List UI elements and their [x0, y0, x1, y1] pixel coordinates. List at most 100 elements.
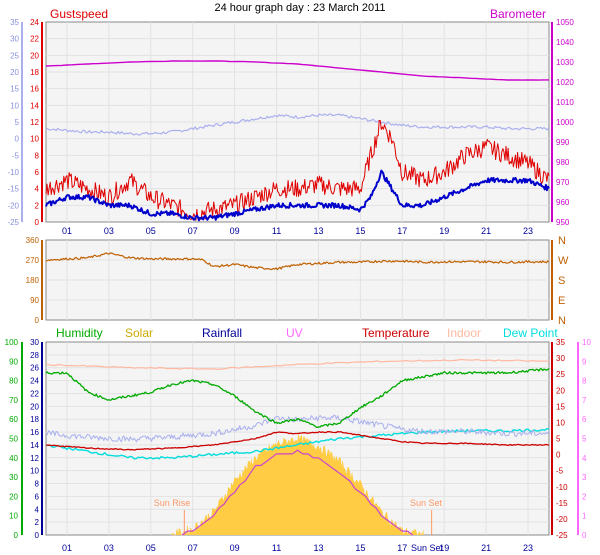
y-tick-label: 4 — [35, 185, 40, 194]
y-tick-label: 30 — [30, 338, 39, 347]
legend-item: Dew Point — [503, 326, 558, 340]
x-tick-label: 19 — [439, 226, 449, 236]
y-tick-label: 0 — [582, 531, 587, 540]
compass-label: N — [558, 235, 566, 247]
x-tick-label: 19 — [439, 543, 449, 553]
y-tick-label: -25 — [7, 218, 19, 227]
y-tick-label: 6 — [35, 168, 40, 177]
y-tick-label: 25 — [556, 370, 565, 379]
y-tick-label: 1000 — [556, 118, 574, 127]
y-tick-label: -5 — [12, 151, 20, 160]
series-uv — [181, 449, 414, 536]
y-tick-label: 12 — [30, 454, 39, 463]
y-tick-label: 2 — [35, 518, 40, 527]
y-tick-label: 4 — [582, 454, 587, 463]
y-tick-label: 90 — [9, 357, 18, 366]
x-tick-label: 23 — [523, 543, 533, 553]
x-axis-top: 01 03 05 07 09 11 13 15 17 19 21 23 — [62, 226, 533, 236]
y-tick-label: 35 — [10, 18, 19, 27]
y-tick-label: 950 — [556, 218, 570, 227]
y-tick-label: 10 — [30, 467, 39, 476]
y-tick-label: 10 — [30, 135, 39, 144]
series-gustspeed — [45, 119, 550, 221]
series-wind-direction — [45, 252, 550, 271]
y-tick-label: 1020 — [556, 78, 574, 87]
x-tick-label: 01 — [62, 543, 72, 553]
sun-set-axis-label: Sun Set — [411, 543, 444, 553]
y-tick-label: -20 — [7, 201, 19, 210]
y-tick-label: 8 — [35, 151, 40, 160]
graph-title: 24 hour graph day : 23 March 2011 — [214, 2, 385, 14]
x-tick-label: 05 — [146, 543, 156, 553]
y-tick-label: 1030 — [556, 58, 574, 67]
y-tick-label: 0 — [35, 531, 40, 540]
series-temperature-top — [45, 113, 550, 136]
y-tick-label: 10 — [9, 512, 18, 521]
compass-label: E — [558, 295, 565, 307]
y-tick-label: 10 — [556, 418, 565, 427]
series-windspeed — [45, 169, 550, 222]
y-tick-label: 22 — [30, 389, 39, 398]
y-tick-label: 30 — [556, 354, 565, 363]
compass-label: N — [558, 315, 566, 327]
y-tick-label: 60 — [9, 415, 18, 424]
series-indoor — [45, 358, 550, 370]
bottom-axis-labels: 1009080706050403020100302826242220181614… — [5, 338, 592, 540]
series-temperature-trace — [45, 414, 550, 443]
y-tick-label: 2 — [35, 201, 40, 210]
y-tick-label: 10 — [582, 338, 591, 347]
x-tick-label: 03 — [104, 543, 114, 553]
y-tick-label: -10 — [7, 168, 19, 177]
compass-label: S — [558, 275, 565, 287]
x-tick-label: 21 — [481, 226, 491, 236]
legend-item: UV — [286, 326, 303, 340]
y-tick-label: 7 — [582, 396, 587, 405]
x-tick-label: 13 — [313, 543, 323, 553]
series-humidity — [45, 367, 550, 429]
y-tick-label: 270 — [26, 256, 40, 265]
y-tick-label: 0 — [15, 135, 20, 144]
y-tick-label: 1050 — [556, 18, 574, 27]
y-tick-label: -10 — [556, 483, 568, 492]
y-tick-label: 180 — [26, 276, 40, 285]
y-tick-label: 20 — [30, 402, 39, 411]
series-temperature — [46, 431, 550, 451]
x-tick-label: 21 — [481, 543, 491, 553]
y-tick-label: 16 — [30, 85, 39, 94]
y-tick-label: 5 — [582, 435, 587, 444]
y-tick-label: -20 — [556, 515, 568, 524]
y-tick-label: 3 — [582, 473, 587, 482]
y-tick-label: 18 — [30, 415, 39, 424]
y-tick-label: 970 — [556, 178, 570, 187]
y-tick-label: -15 — [7, 185, 19, 194]
x-tick-label: 07 — [188, 226, 198, 236]
y-tick-label: 8 — [582, 377, 587, 386]
legend-item: Indoor — [447, 326, 481, 340]
series-barometer — [45, 60, 549, 81]
x-tick-label: 07 — [188, 543, 198, 553]
y-tick-label: 90 — [30, 296, 39, 305]
y-tick-label: 70 — [9, 396, 18, 405]
y-tick-label: 15 — [10, 85, 19, 94]
y-tick-label: 10 — [10, 101, 19, 110]
bottom-series — [45, 358, 550, 536]
y-tick-label: 20 — [30, 51, 39, 60]
series-dew-point — [45, 428, 550, 460]
x-axis-bottom: 01 03 05 07 09 11 13 15 17 19 21 23 — [62, 543, 533, 553]
dir-grid — [46, 240, 549, 320]
y-tick-label: 2 — [582, 492, 587, 501]
x-tick-label: 13 — [313, 226, 323, 236]
top-series — [45, 60, 550, 222]
dir-series — [45, 252, 550, 271]
y-tick-label: 1 — [582, 512, 587, 521]
x-tick-label: 09 — [230, 543, 240, 553]
y-tick-label: 22 — [30, 35, 39, 44]
x-tick-label: 15 — [355, 226, 365, 236]
y-tick-label: 80 — [9, 377, 18, 386]
y-tick-label: 360 — [26, 236, 40, 245]
y-tick-label: -25 — [556, 531, 568, 540]
y-tick-label: 14 — [30, 101, 39, 110]
